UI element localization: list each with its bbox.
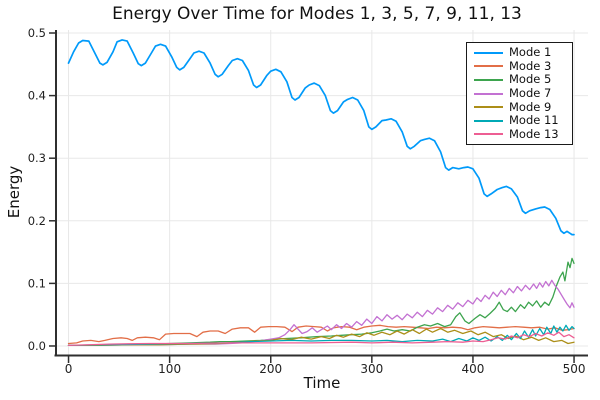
- legend-line-swatch-mode-13: [474, 133, 503, 136]
- legend-entry-mode-9: Mode 9: [467, 100, 572, 114]
- series-line-mode-1: [67, 39, 575, 236]
- chart-title: Energy Over Time for Modes 1, 3, 5, 7, 9…: [112, 4, 522, 24]
- x-tick-label-0: 0: [65, 362, 73, 376]
- x-tick-label-500: 500: [563, 362, 586, 376]
- legend-line-swatch-mode-5: [474, 78, 503, 81]
- legend-label-mode-1: Mode 1: [509, 45, 552, 60]
- legend-line-swatch-mode-11: [474, 119, 503, 122]
- series-line-mode-3: [67, 324, 575, 345]
- series-line-mode-13: [67, 331, 575, 347]
- y-tick-label-0.3: 0.3: [28, 151, 46, 165]
- legend-label-mode-5: Mode 5: [509, 72, 552, 87]
- legend-label-mode-3: Mode 3: [509, 58, 552, 73]
- x-tick-label-200: 200: [259, 362, 282, 376]
- legend-entry-mode-11: Mode 11: [467, 114, 572, 128]
- legend-entry-mode-13: Mode 13: [467, 126, 572, 142]
- legend-entry-mode-1: Mode 1: [467, 46, 572, 60]
- legend: Mode 1 Mode 3 Mode 5 Mode 7 Mode 9 Mode 11 Mod…: [466, 42, 573, 146]
- x-axis-label: Time: [303, 374, 341, 392]
- series-line-mode-5: [67, 257, 575, 347]
- series-line-mode-7: [67, 279, 575, 347]
- y-tick-label-0.2: 0.2: [28, 214, 46, 228]
- legend-line-swatch-mode-7: [474, 92, 503, 95]
- legend-label-mode-9: Mode 9: [509, 99, 552, 114]
- legend-entry-mode-5: Mode 5: [467, 73, 572, 87]
- y-tick-label-0.0: 0.0: [28, 339, 46, 353]
- y-axis-label: Energy: [5, 165, 23, 219]
- y-tick-label-0.5: 0.5: [28, 26, 46, 40]
- legend-entry-mode-7: Mode 7: [467, 87, 572, 101]
- x-tick-label-400: 400: [461, 362, 484, 376]
- x-tick-label-300: 300: [360, 362, 383, 376]
- legend-label-mode-11: Mode 11: [509, 113, 559, 128]
- x-tick-label-100: 100: [158, 362, 181, 376]
- legend-label-mode-13: Mode 13: [509, 126, 559, 141]
- legend-line-swatch-mode-9: [474, 106, 503, 109]
- legend-label-mode-7: Mode 7: [509, 86, 552, 101]
- series-line-mode-11: [67, 324, 575, 347]
- y-tick-label-0.1: 0.1: [28, 276, 46, 290]
- legend-line-swatch-mode-3: [474, 65, 503, 68]
- y-tick-label-0.4: 0.4: [28, 89, 46, 103]
- legend-entry-mode-3: Mode 3: [467, 58, 572, 74]
- legend-line-swatch-mode-1: [474, 51, 503, 54]
